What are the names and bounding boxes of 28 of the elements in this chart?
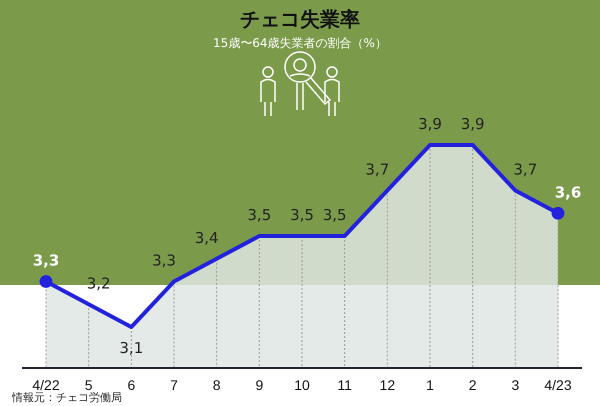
x-tick-label: 7 [170,376,178,393]
x-tick-label: 1 [426,376,434,393]
x-tick-label: 3 [511,376,520,393]
x-tick-label: 12 [380,376,396,393]
data-label: 3,3 [152,252,176,270]
x-tick-label: 5 [84,376,93,393]
data-label: 3,6 [554,183,582,202]
data-label: 3,1 [119,339,144,357]
data-label: 3,5 [247,206,272,224]
data-label: 3,3 [32,252,60,270]
data-label: 3,7 [513,160,538,178]
x-tick-label: 4/22 [32,376,60,393]
x-tick-label: 11 [337,376,352,393]
x-tick-label: 8 [212,376,221,393]
data-label: 3,9 [460,115,485,133]
chart-title: チェコ失業率 [240,7,360,31]
x-tick-label: 4/23 [544,376,572,393]
data-label: 3,9 [418,115,442,133]
chart-subtitle: 15歳〜64歳失業者の割合（%） [213,36,387,50]
x-tick-label: 2 [468,376,477,393]
x-tick-label: 6 [127,376,136,393]
data-label: 3,5 [322,206,347,224]
data-label: 3,5 [290,206,314,224]
x-tick-label: 9 [255,376,264,393]
data-label: 3,7 [365,160,390,178]
annotation: 情報元：チェコ労働局 [11,391,122,404]
data-label: 3,4 [194,228,219,247]
x-tick-label: 10 [294,376,310,393]
